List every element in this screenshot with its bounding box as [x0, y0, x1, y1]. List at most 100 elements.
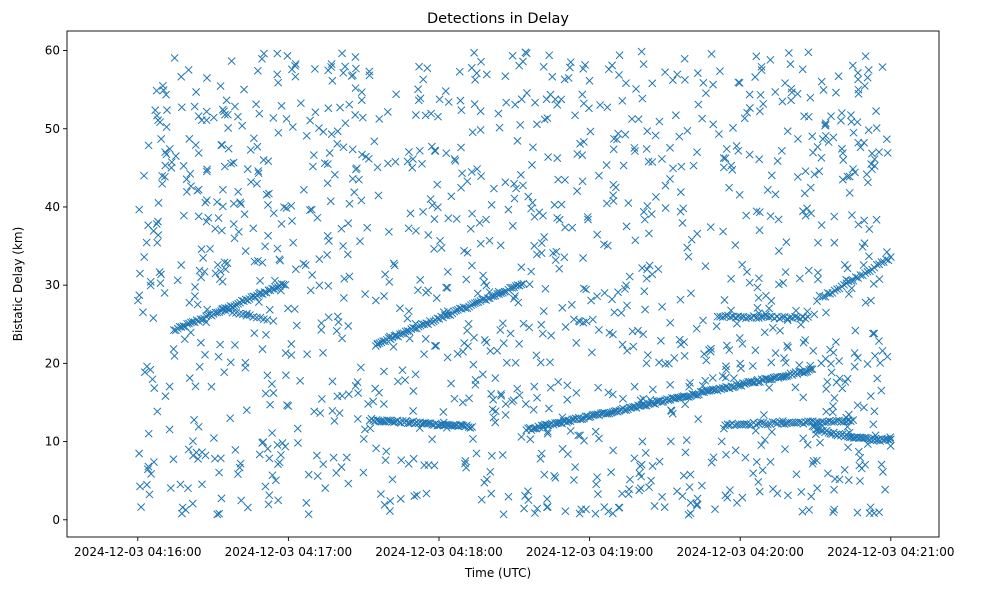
- track-detection-point: [806, 417, 815, 426]
- noise-detection-point: [392, 90, 401, 99]
- noise-detection-point: [798, 507, 807, 516]
- noise-detection-point: [144, 462, 153, 471]
- noise-detection-point: [487, 200, 496, 209]
- noise-detection-point: [795, 274, 804, 283]
- noise-detection-point: [807, 209, 816, 218]
- noise-detection-point: [878, 467, 887, 476]
- noise-detection-point: [602, 161, 611, 170]
- noise-detection-point: [260, 49, 268, 58]
- noise-detection-point: [860, 138, 869, 147]
- noise-detection-point: [699, 78, 708, 87]
- noise-detection-point: [316, 409, 325, 418]
- noise-detection-point: [140, 171, 148, 180]
- noise-detection-point: [844, 443, 852, 452]
- noise-detection-point: [265, 305, 274, 314]
- noise-detection-point: [807, 492, 816, 501]
- noise-detection-point: [755, 487, 764, 496]
- noise-detection-point: [591, 509, 600, 518]
- noise-detection-point: [783, 341, 792, 350]
- noise-detection-point: [766, 55, 775, 64]
- noise-detection-point: [791, 383, 800, 392]
- noise-detection-point: [827, 368, 836, 377]
- noise-detection-point: [361, 425, 369, 434]
- noise-detection-point: [499, 339, 508, 348]
- noise-detection-point: [334, 318, 343, 327]
- noise-detection-point: [756, 90, 765, 99]
- noise-detection-point: [861, 298, 870, 307]
- noise-detection-point: [877, 386, 886, 395]
- noise-detection-point: [264, 201, 272, 209]
- noise-detection-point: [530, 509, 539, 518]
- track-detection-point: [849, 276, 858, 285]
- noise-detection-point: [661, 204, 670, 212]
- noise-detection-point: [150, 384, 159, 393]
- noise-detection-point: [262, 190, 271, 199]
- noise-detection-point: [152, 86, 161, 95]
- noise-detection-point: [370, 137, 379, 146]
- noise-detection-point: [243, 165, 252, 174]
- noise-detection-point: [725, 486, 734, 495]
- noise-detection-point: [823, 469, 832, 478]
- noise-detection-point: [319, 460, 328, 469]
- noise-detection-point: [234, 187, 243, 196]
- track-detection-point: [877, 258, 886, 267]
- noise-detection-point: [496, 241, 505, 250]
- noise-detection-point: [859, 403, 868, 412]
- noise-detection-point: [585, 76, 594, 85]
- noise-detection-point: [519, 181, 527, 190]
- noise-detection-point: [348, 145, 357, 154]
- noise-detection-point: [528, 198, 537, 207]
- noise-detection-point: [457, 106, 466, 115]
- noise-detection-point: [237, 496, 246, 505]
- noise-detection-point: [870, 161, 879, 170]
- noise-detection-point: [755, 155, 764, 164]
- noise-detection-point: [409, 155, 417, 164]
- noise-detection-point: [533, 393, 542, 402]
- noise-detection-point: [211, 224, 220, 233]
- noise-detection-point: [882, 248, 891, 257]
- noise-detection-point: [253, 66, 262, 75]
- noise-detection-point: [561, 223, 570, 232]
- noise-detection-point: [680, 351, 689, 360]
- noise-detection-point: [482, 70, 491, 79]
- noise-detection-point: [501, 400, 510, 409]
- noise-detection-point: [411, 226, 420, 235]
- noise-detection-point: [506, 329, 515, 338]
- noise-detection-point: [779, 278, 788, 287]
- noise-detection-point: [855, 461, 864, 470]
- noise-detection-point: [339, 68, 348, 77]
- noise-detection-point: [319, 127, 328, 136]
- noise-detection-point: [866, 392, 875, 401]
- noise-detection-point: [751, 73, 760, 82]
- noise-detection-point: [727, 161, 736, 170]
- noise-detection-point: [530, 382, 539, 391]
- noise-detection-point: [536, 454, 545, 463]
- noise-detection-point: [471, 75, 480, 84]
- noise-detection-point: [341, 119, 350, 128]
- noise-detection-point: [404, 307, 413, 316]
- noise-detection-point: [722, 341, 731, 350]
- noise-detection-point: [745, 278, 754, 287]
- noise-detection-point: [473, 289, 482, 298]
- noise-detection-point: [725, 346, 734, 355]
- noise-detection-point: [642, 359, 651, 368]
- noise-detection-point: [491, 418, 500, 427]
- noise-detection-point: [265, 491, 274, 500]
- noise-detection-point: [289, 238, 298, 247]
- noise-detection-point: [328, 406, 337, 415]
- noise-detection-point: [843, 264, 852, 273]
- track-detection-point: [222, 304, 231, 313]
- noise-detection-point: [810, 310, 819, 319]
- noise-detection-point: [847, 211, 856, 220]
- noise-detection-point: [809, 456, 818, 465]
- noise-detection-point: [443, 283, 452, 292]
- track-detection-point: [612, 407, 621, 415]
- noise-detection-point: [816, 438, 824, 447]
- noise-detection-point: [485, 236, 494, 245]
- noise-detection-point: [843, 172, 852, 181]
- noise-detection-point: [276, 256, 285, 265]
- track-detection-point: [519, 279, 528, 288]
- noise-detection-point: [814, 275, 822, 284]
- noise-detection-point: [658, 492, 667, 501]
- track-detection-point: [736, 312, 745, 321]
